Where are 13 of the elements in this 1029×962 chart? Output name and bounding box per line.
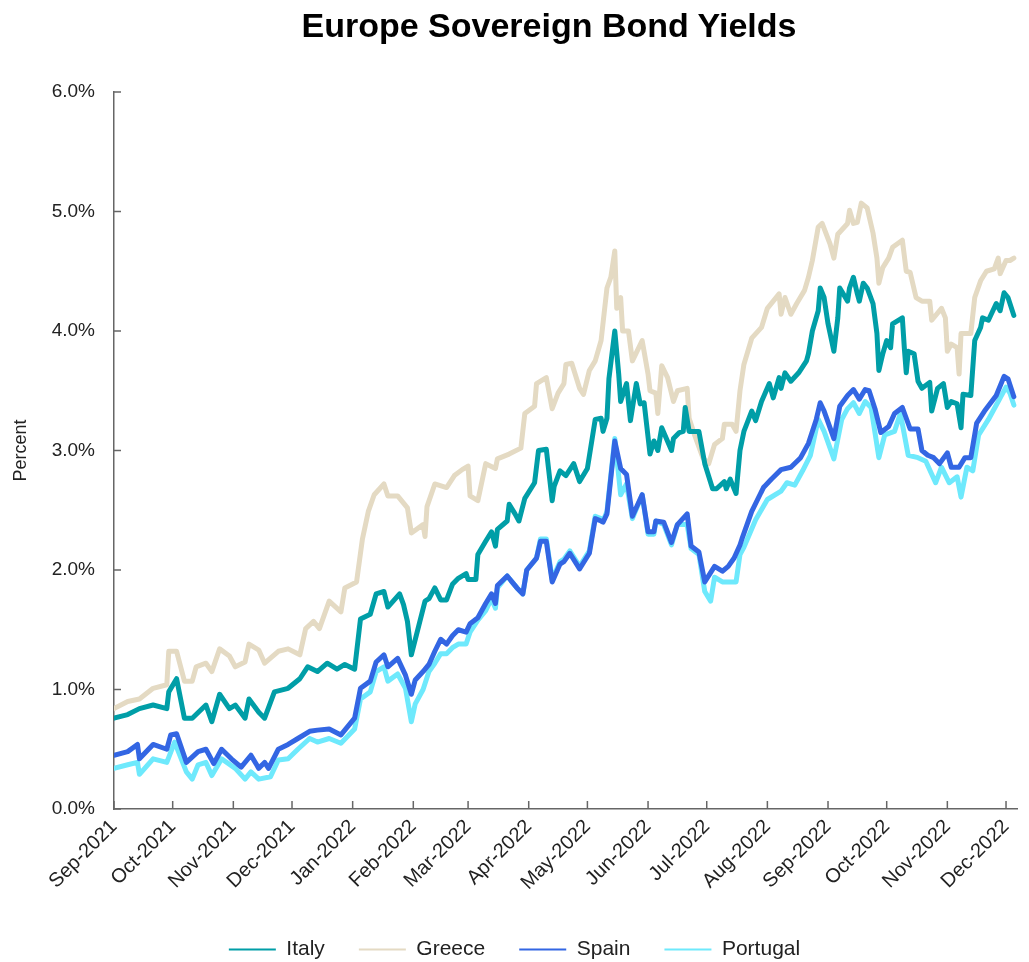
y-tick-label: 3.0% <box>51 438 96 460</box>
legend-label: Italy <box>286 936 326 960</box>
y-tick-label: 5.0% <box>51 199 96 221</box>
legend-label: Greece <box>416 936 486 960</box>
chart-title: Europe Sovereign Bond Yields <box>300 6 798 44</box>
y-tick-label: 6.0% <box>51 80 96 102</box>
y-tick-label: 2.0% <box>51 558 96 580</box>
y-tick-label: 4.0% <box>51 319 96 341</box>
legend-label: Portugal <box>721 936 801 960</box>
y-tick-label: 0.0% <box>51 797 96 819</box>
y-tick-label: 1.0% <box>51 677 96 699</box>
y-axis-title: Percent <box>9 419 30 482</box>
legend-label: Spain <box>576 936 631 960</box>
